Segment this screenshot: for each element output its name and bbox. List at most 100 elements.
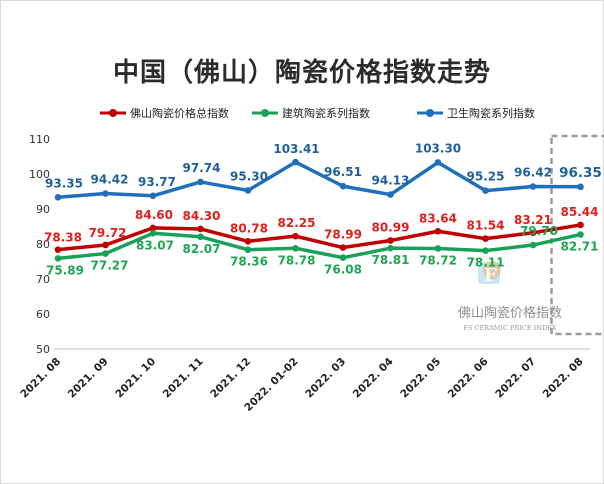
data-point [482,235,489,242]
data-point [292,244,299,252]
data-label: 83.21 [514,213,552,227]
data-point [54,193,62,201]
data-label: 82.25 [278,216,316,230]
data-point [197,233,204,241]
highlight-box [550,134,604,336]
y-tick-label: 50 [36,343,50,356]
y-tick-label: 80 [36,238,50,251]
x-tick-label: 2021. 10 [113,356,158,401]
data-label: 77.27 [91,259,129,273]
data-label: 95.25 [467,170,505,184]
data-point [577,231,584,238]
data-label: 78.99 [324,228,362,242]
data-point [577,183,584,191]
data-label: 96.42 [514,166,552,180]
data-label: 83.64 [419,211,457,225]
data-label: 84.60 [135,208,173,222]
data-point [339,254,347,262]
y-tick-label: 90 [36,203,50,216]
data-label: 78.11 [467,256,505,270]
x-tick-label: 2022. 03 [303,356,348,401]
data-point [482,247,489,254]
data-label: 78.72 [419,253,457,267]
data-label: 84.30 [183,209,221,223]
data-label: 103.41 [273,142,319,156]
data-label: 75.89 [46,263,84,277]
data-label: 80.99 [372,221,410,235]
data-point [102,250,109,257]
data-label: 93.77 [138,175,176,189]
data-label: 82.71 [561,240,599,254]
data-point [529,229,537,237]
data-label: 82.07 [183,242,221,256]
series-line [57,231,581,261]
data-label: 96.51 [324,165,362,179]
data-label: 78.78 [278,253,316,267]
data-point [244,187,252,194]
data-label: 103.30 [415,141,461,155]
data-label: 95.30 [230,169,268,183]
data-point [244,246,252,254]
x-tick-label: 2022. 07 [493,356,538,401]
data-point [197,225,204,233]
data-label: 96.35 [559,165,602,181]
data-label: 94.42 [91,173,129,187]
data-point [529,241,537,249]
legend-label: 佛山陶瓷价格总指数 [130,106,229,120]
watermark-logo-square [478,262,500,284]
data-point [292,158,299,166]
series-line [57,223,581,252]
data-label: 94.13 [372,174,410,188]
y-tick-label: 100 [29,168,50,181]
data-point [577,221,584,229]
data-point [434,227,442,235]
data-point [387,244,394,252]
x-tick-label: 2021. 11 [161,356,206,401]
watermark-en: FS CERAMIC PRICE INDEX [463,324,556,332]
data-label: 97.74 [183,161,221,175]
x-tick-label: 2022. 05 [398,356,443,401]
data-label: 79.70 [520,224,558,238]
data-label: 85.44 [561,205,599,219]
legend-label: 建筑陶瓷系列指数 [282,106,370,120]
watermark-logo-letter: F [484,265,497,286]
y-tick-label: 70 [36,273,50,286]
x-tick-label: 2022. 08 [541,356,586,401]
data-point [339,244,347,251]
data-label: 79.72 [89,226,127,240]
y-tick-label: 60 [36,308,50,321]
data-point [529,183,537,190]
legend-swatch-marker [261,109,269,117]
data-label: 81.54 [467,219,505,233]
series-line [57,160,581,200]
data-point [149,229,157,237]
data-point [102,241,109,249]
data-point [482,187,489,194]
watermark-logo-circle [483,261,501,279]
y-tick-label: 110 [29,133,50,146]
data-point [244,237,252,245]
data-label: 78.81 [372,253,410,267]
data-point [54,255,62,262]
x-tick-label: 2022. 04 [351,356,396,401]
data-label: 78.36 [230,255,268,269]
data-point [434,159,442,166]
watermark-cn: 佛山陶瓷价格指数 [458,305,562,321]
data-label: 83.07 [136,238,174,252]
x-tick-label: 2022. 06 [446,356,491,401]
data-label: 80.78 [230,221,268,235]
x-tick-label: 2021. 09 [66,356,111,401]
data-point [434,245,442,252]
legend-swatch-marker [109,109,117,117]
data-point [197,178,204,186]
data-label: 76.08 [324,263,362,277]
data-point [54,246,62,253]
data-label: 78.38 [44,231,82,245]
x-tick-label: 2021. 12 [208,356,253,401]
data-point [292,232,299,240]
data-point [339,182,347,190]
data-label: 93.35 [45,176,83,190]
data-point [387,237,394,244]
